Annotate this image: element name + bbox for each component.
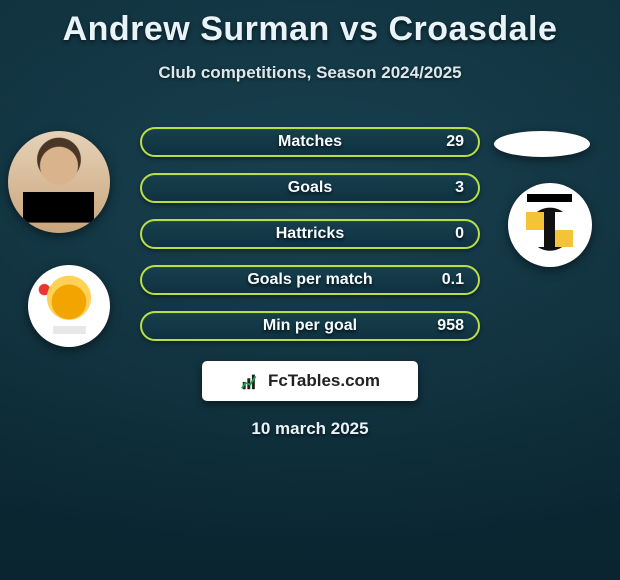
left-player-avatar [8, 131, 110, 233]
stat-row-goals: Goals 3 [140, 173, 480, 203]
stat-row-min-per-goal: Min per goal 958 [140, 311, 480, 341]
stat-right-value: 3 [455, 179, 464, 197]
brand-pill: FcTables.com [202, 361, 418, 401]
brand-text: FcTables.com [268, 371, 380, 391]
comparison-stage: Matches 29 Goals 3 Hattricks 0 Goals per… [0, 101, 620, 431]
bar-chart-icon [240, 370, 262, 392]
stat-label: Matches [142, 133, 478, 151]
right-club-badge [508, 183, 592, 267]
stat-row-goals-per-match: Goals per match 0.1 [140, 265, 480, 295]
stat-label: Goals [142, 179, 478, 197]
stat-right-value: 0 [455, 225, 464, 243]
snapshot-date: 10 march 2025 [0, 419, 620, 439]
stat-rows: Matches 29 Goals 3 Hattricks 0 Goals per… [140, 127, 480, 357]
stat-right-value: 958 [437, 317, 464, 335]
stat-right-value: 0.1 [442, 271, 464, 289]
stat-label: Hattricks [142, 225, 478, 243]
page-title: Andrew Surman vs Croasdale [0, 0, 620, 49]
stat-label: Min per goal [142, 317, 478, 335]
subtitle: Club competitions, Season 2024/2025 [0, 63, 620, 83]
right-player-avatar [494, 131, 590, 157]
stat-label: Goals per match [142, 271, 478, 289]
stat-row-matches: Matches 29 [140, 127, 480, 157]
left-club-badge [28, 265, 110, 347]
stat-right-value: 29 [446, 133, 464, 151]
stat-row-hattricks: Hattricks 0 [140, 219, 480, 249]
